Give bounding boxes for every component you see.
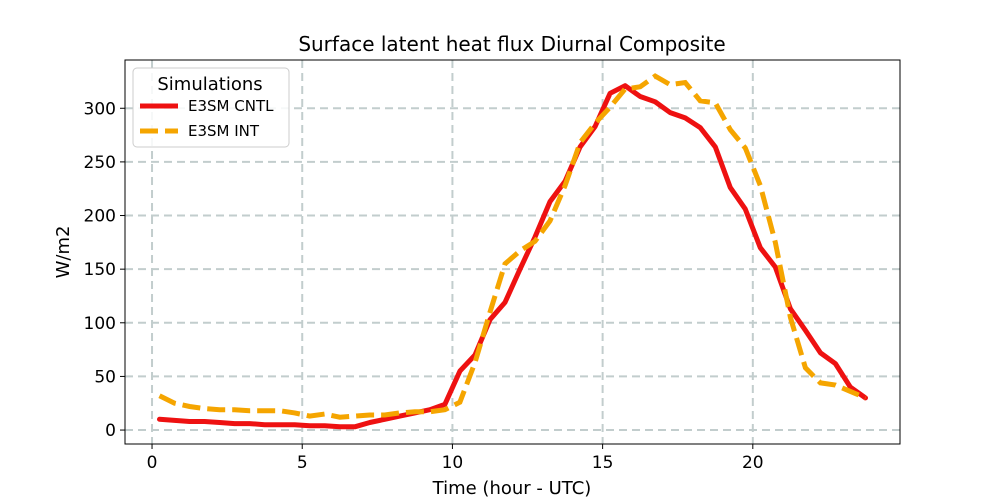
plot-frame	[124, 59, 901, 445]
y-tick-label: 100	[84, 314, 116, 334]
legend: Simulations E3SM CNTL E3SM INT	[132, 67, 290, 148]
x-tick-label: 5	[297, 453, 308, 473]
y-tick-label: 250	[84, 153, 116, 173]
series-line-e3sm-int	[158, 73, 867, 420]
y-tick-label: 300	[84, 99, 116, 119]
x-tick-label: 15	[592, 453, 614, 473]
series-layer	[157, 73, 868, 430]
series-line-e3sm-cntl	[157, 83, 868, 430]
legend-title: Simulations	[157, 74, 262, 95]
y-tick-label: 150	[84, 260, 116, 280]
x-tick-label: 10	[442, 453, 464, 473]
x-axis-label: Time (hour - UTC)	[432, 478, 592, 499]
y-tick-label: 200	[84, 207, 116, 227]
legend-label-e3sm-int: E3SM INT	[188, 122, 260, 140]
chart-title: Surface latent heat flux Diurnal Composi…	[298, 32, 725, 56]
y-tick-label: 50	[94, 367, 116, 387]
y-axis-label: W/m2	[53, 226, 74, 279]
y-tick-label: 0	[105, 421, 116, 441]
legend-box	[132, 67, 290, 148]
legend-label-e3sm-cntl: E3SM CNTL	[188, 97, 274, 115]
grid	[125, 60, 900, 444]
x-tick-label: 20	[742, 453, 764, 473]
x-tick-label: 0	[147, 453, 158, 473]
